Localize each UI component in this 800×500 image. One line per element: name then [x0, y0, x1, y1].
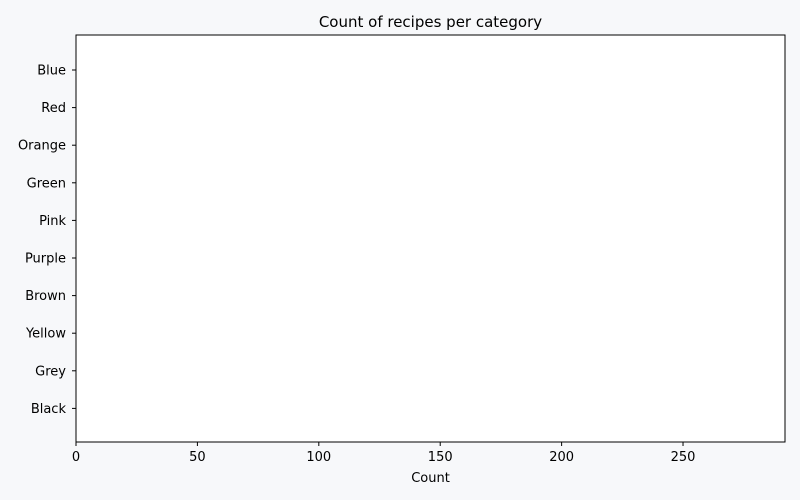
x-tick-label-100: 100 — [306, 450, 331, 465]
chart-title: Count of recipes per category — [319, 13, 542, 31]
y-tick-label-purple: Purple — [25, 252, 66, 267]
y-tick-label-grey: Grey — [35, 364, 66, 379]
y-tick-label-green: Green — [27, 176, 66, 191]
x-axis-label: Count — [411, 471, 450, 486]
y-tick-label-blue: Blue — [37, 64, 66, 79]
y-tick-label-brown: Brown — [25, 289, 66, 304]
x-tick-label-50: 50 — [189, 450, 206, 465]
x-tick-label-150: 150 — [428, 450, 453, 465]
y-tick-label-black: Black — [31, 402, 67, 417]
x-tick-label-250: 250 — [671, 450, 696, 465]
y-tick-label-red: Red — [41, 101, 66, 116]
y-tick-label-yellow: Yellow — [25, 327, 66, 342]
y-axis: Blue Red Orange Green Pink Purple Brown Yellow G… — [18, 64, 76, 417]
y-tick-label-pink: Pink — [39, 214, 66, 229]
x-axis: 0 50 100 150 200 250 — [72, 442, 696, 465]
x-tick-label-0: 0 — [72, 450, 80, 465]
x-tick-label-200: 200 — [549, 450, 574, 465]
y-tick-label-orange: Orange — [18, 139, 66, 154]
plot-area — [75, 34, 786, 443]
